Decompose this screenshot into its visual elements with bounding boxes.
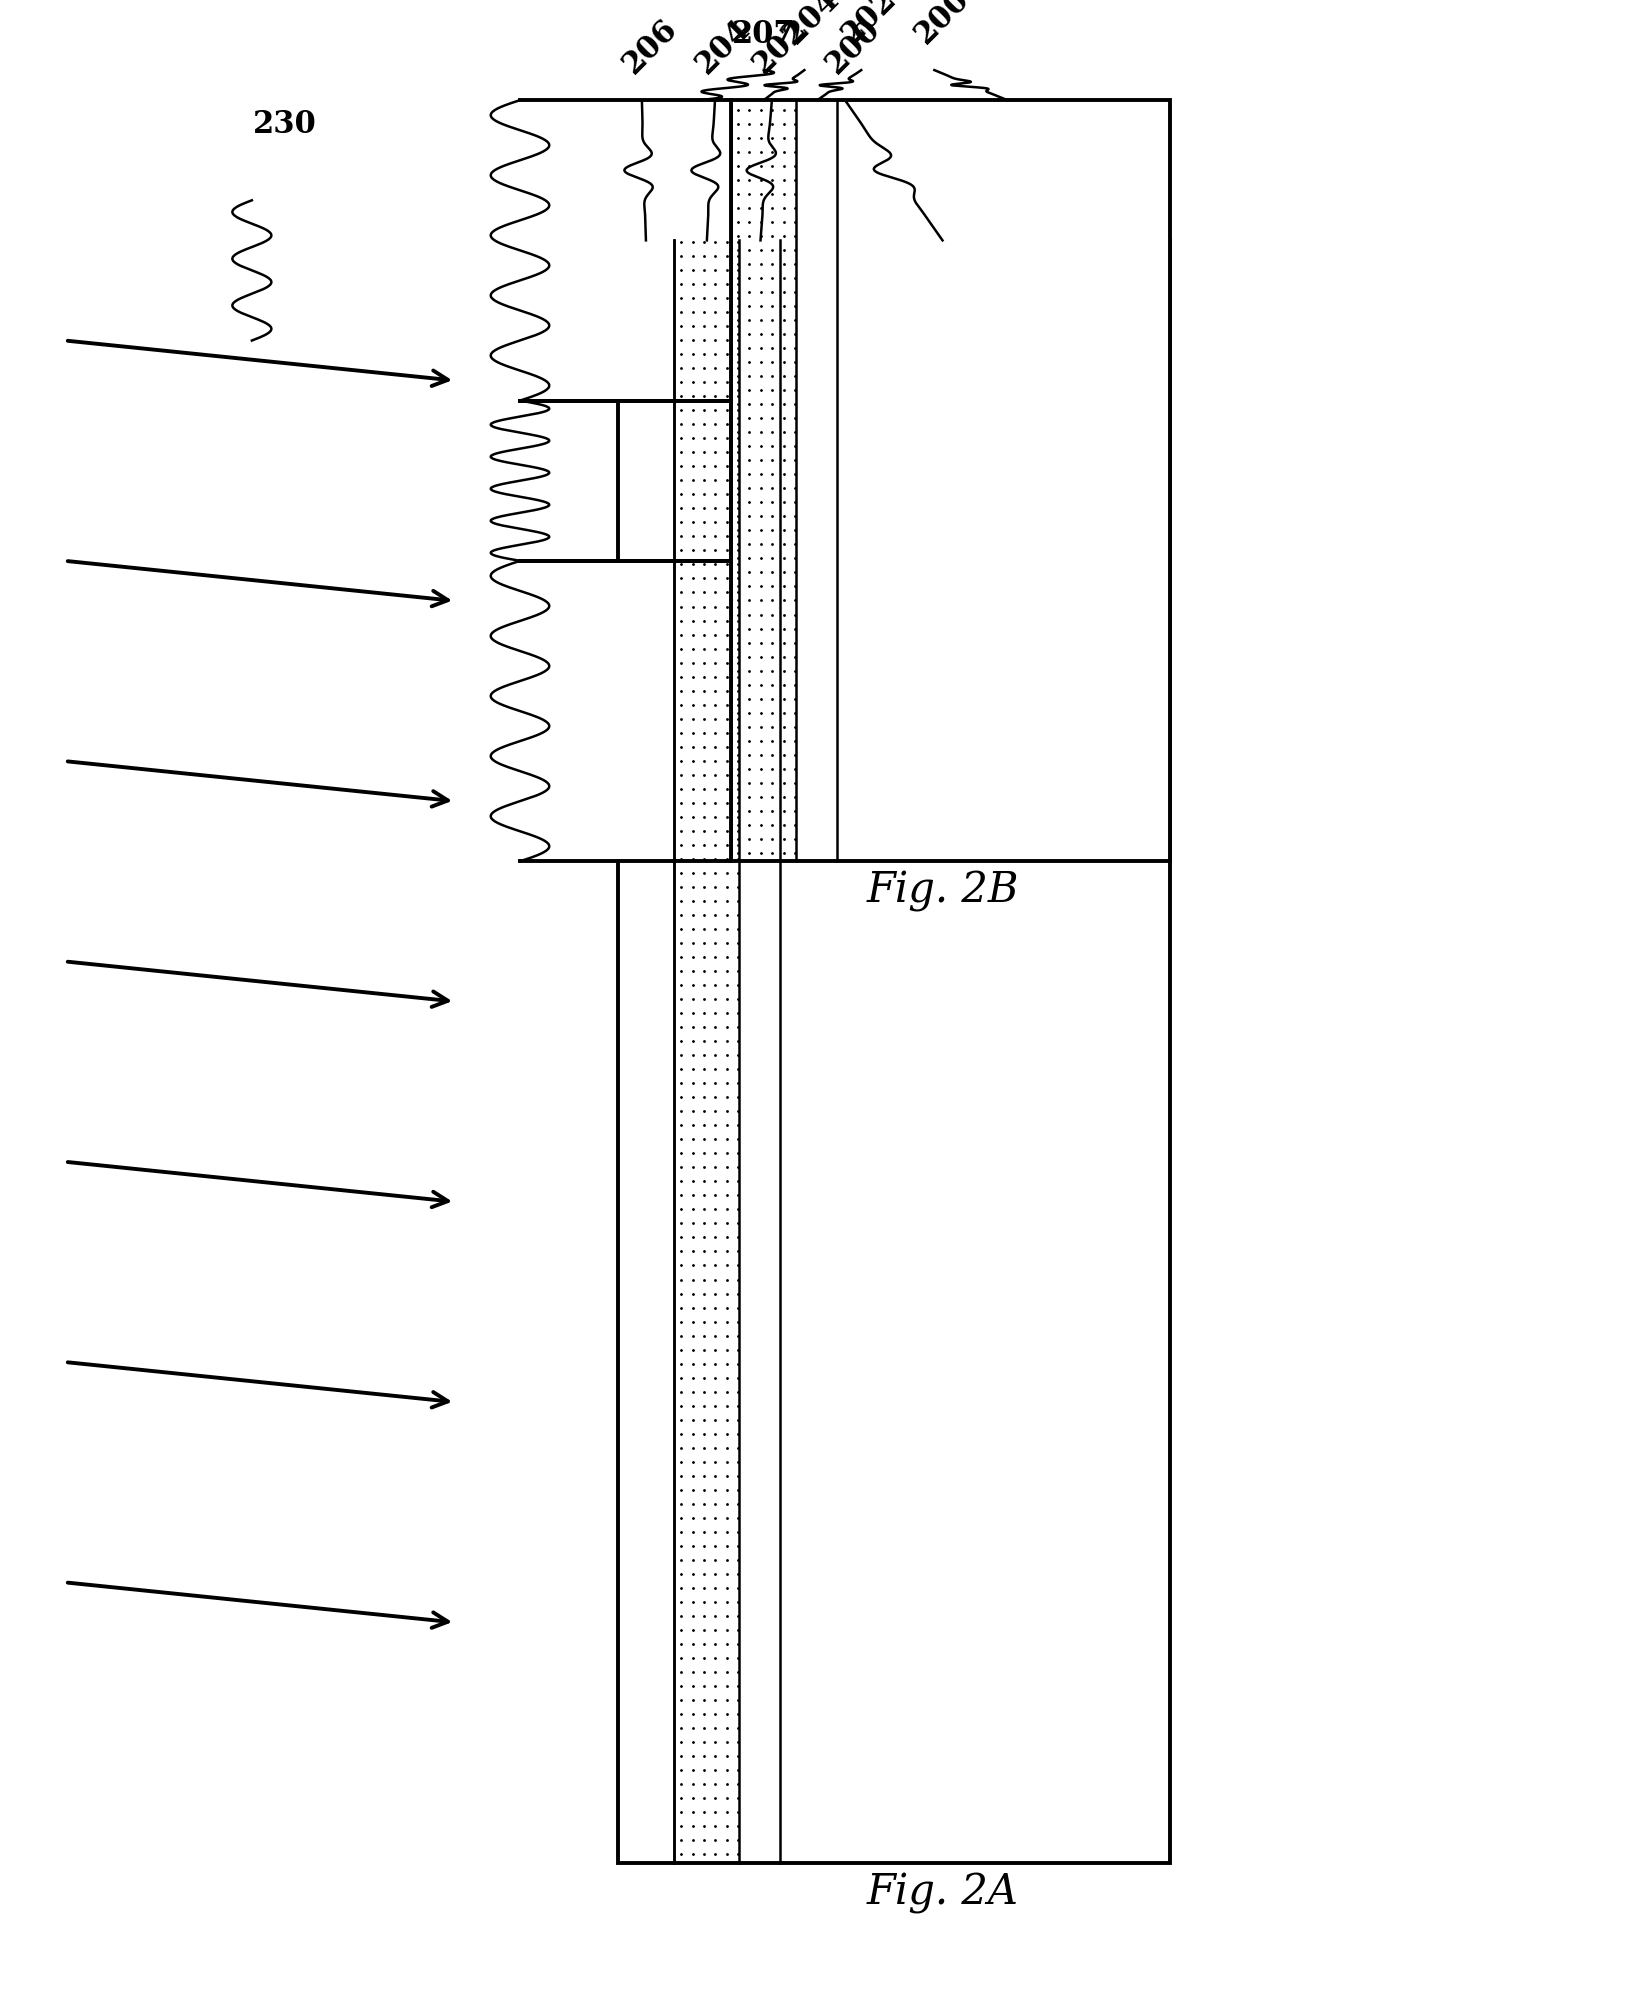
Text: 230: 230 xyxy=(252,110,317,140)
Text: Fig. 2A: Fig. 2A xyxy=(866,1873,1019,1913)
Text: Fig. 2B: Fig. 2B xyxy=(866,871,1019,911)
Text: 207: 207 xyxy=(731,20,796,50)
Text: 200: 200 xyxy=(819,14,887,80)
Text: 202: 202 xyxy=(746,14,814,80)
Bar xyxy=(491,561,731,861)
Bar xyxy=(731,100,1170,861)
Text: 206: 206 xyxy=(616,14,684,80)
Text: 204: 204 xyxy=(689,14,757,80)
Text: 202: 202 xyxy=(835,0,904,50)
Bar xyxy=(618,240,1170,1863)
Text: 200: 200 xyxy=(908,0,977,50)
Text: 204: 204 xyxy=(778,0,847,50)
Bar xyxy=(491,100,731,401)
